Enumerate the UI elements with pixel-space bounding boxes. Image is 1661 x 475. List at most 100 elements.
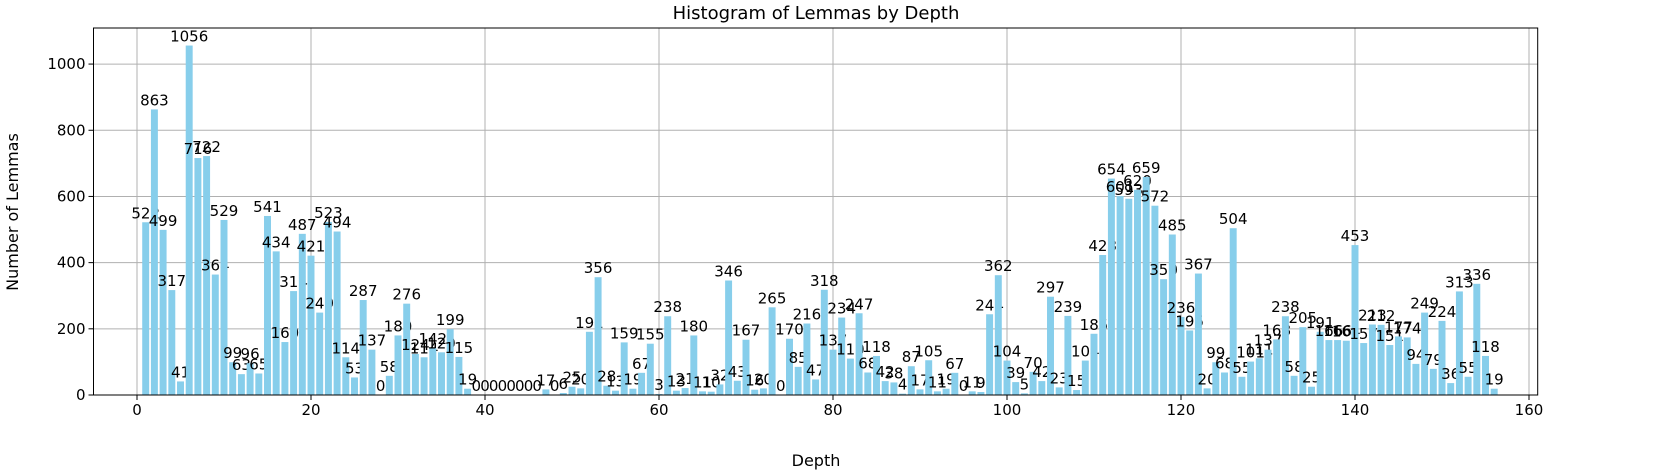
bar [585, 331, 593, 395]
x-tick-label: 80 [823, 401, 842, 419]
value-label: 17 [910, 371, 929, 389]
bar [1308, 386, 1315, 395]
bar [594, 277, 602, 395]
value-label: 99 [1206, 344, 1225, 362]
bar [933, 391, 941, 395]
value-label: 659 [1132, 159, 1161, 177]
bar [342, 357, 350, 395]
bar [681, 388, 689, 395]
x-tick-label: 140 [1341, 401, 1370, 419]
value-label: 118 [1471, 338, 1500, 356]
bar [211, 274, 219, 395]
value-label: 13 [667, 373, 686, 391]
x-tick-label: 60 [649, 401, 668, 419]
bar [351, 377, 358, 395]
value-label: 0 [472, 377, 482, 395]
value-label: 313 [1445, 273, 1474, 291]
x-tick-label: 160 [1515, 401, 1544, 419]
bar [638, 372, 646, 395]
value-label: 79 [1424, 351, 1443, 369]
bar [281, 342, 289, 395]
value-label: 572 [1141, 188, 1170, 206]
bar [725, 280, 733, 395]
value-label: 212 [1367, 307, 1396, 325]
value-label: 58 [1285, 358, 1304, 376]
bar [1386, 345, 1394, 395]
bar [272, 251, 280, 395]
y-tick-label: 400 [57, 254, 86, 272]
bar [1090, 333, 1098, 395]
bar [1290, 375, 1298, 395]
value-label: 336 [1462, 266, 1491, 284]
bar [994, 275, 1002, 395]
bar [1316, 331, 1324, 395]
bar [307, 255, 315, 395]
bar [559, 393, 567, 395]
bar [1186, 330, 1194, 395]
bar [1229, 228, 1237, 395]
value-label: 23 [1050, 369, 1069, 387]
bar [1142, 176, 1150, 395]
bar [1168, 234, 1176, 395]
value-label: 20 [754, 370, 773, 388]
bar [264, 215, 271, 395]
value-label: 494 [323, 214, 352, 232]
value-label: 155 [636, 326, 665, 344]
value-label: 239 [1054, 298, 1083, 316]
value-label: 287 [349, 282, 378, 300]
chart-title: Histogram of Lemmas by Depth [673, 3, 960, 24]
value-label: 654 [1097, 161, 1126, 179]
bar [1368, 324, 1376, 395]
bar [916, 389, 924, 395]
y-tick-label: 600 [57, 187, 86, 205]
value-label: 55 [1232, 359, 1251, 377]
value-label: 0 [376, 377, 386, 395]
bar [890, 382, 898, 395]
bar [1299, 327, 1307, 395]
bar [1412, 363, 1420, 395]
bar [1099, 255, 1107, 395]
value-label: 36 [1441, 365, 1460, 383]
x-tick-label: 120 [1167, 401, 1196, 419]
value-label: 0 [550, 377, 560, 395]
bar [768, 307, 776, 395]
bar [977, 392, 985, 395]
value-label: 101 [1236, 344, 1265, 362]
value-label: 17 [536, 371, 555, 389]
value-label: 421 [297, 238, 326, 256]
bar [873, 355, 880, 395]
value-label: 19 [458, 371, 477, 389]
value-label: 863 [140, 91, 169, 109]
value-label: 722 [192, 138, 221, 156]
value-label: 487 [288, 216, 317, 234]
value-label: 213 [1358, 307, 1387, 325]
bar [359, 300, 367, 395]
value-label: 58 [380, 358, 399, 376]
value-label: 115 [445, 339, 474, 357]
value-label: 94 [1406, 346, 1425, 364]
bar [1012, 382, 1020, 395]
bar [1038, 381, 1046, 395]
bar [316, 312, 324, 395]
value-label: 180 [679, 317, 708, 335]
value-label: 19 [937, 371, 956, 389]
bar [150, 109, 158, 395]
value-label: 216 [793, 306, 822, 324]
bar [1081, 360, 1089, 395]
value-label: 11 [693, 373, 712, 391]
bar [168, 290, 176, 395]
bar [368, 349, 376, 395]
bar [1020, 393, 1028, 395]
value-label: 99 [223, 344, 242, 362]
value-label: 0 [524, 377, 534, 395]
value-label: 42 [876, 363, 895, 381]
y-tick-label: 200 [57, 320, 86, 338]
bar [664, 316, 672, 395]
value-label: 32 [710, 366, 729, 384]
bar [1395, 336, 1402, 395]
bar [751, 389, 759, 395]
bar [1490, 388, 1498, 395]
bar [194, 158, 202, 395]
value-label: 247 [845, 295, 874, 313]
